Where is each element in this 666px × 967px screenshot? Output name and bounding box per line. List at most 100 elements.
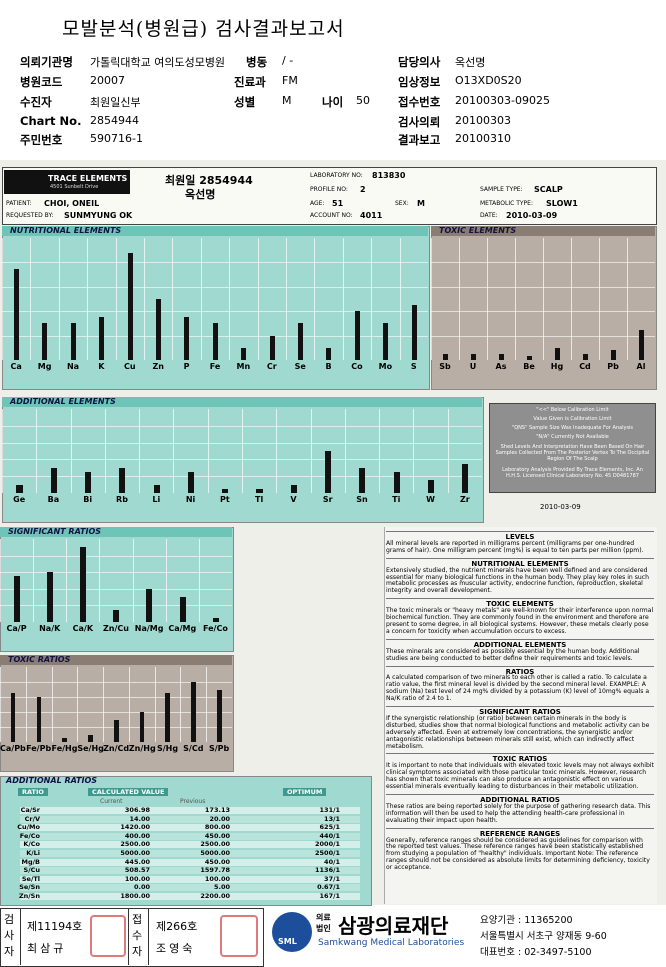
lab-field-value: 4011 xyxy=(360,211,383,220)
level-bar xyxy=(297,323,304,360)
level-bar xyxy=(462,463,469,493)
element-label: Fe/Hg xyxy=(51,744,78,753)
element-label: Zr xyxy=(459,495,470,504)
column-divider xyxy=(25,667,27,742)
table-cell: 2200.00 xyxy=(200,892,230,900)
element-label: Sn xyxy=(356,495,368,504)
lab-logo-box xyxy=(4,170,130,194)
level-bar xyxy=(554,347,560,360)
field-label: 접수번호 xyxy=(398,95,441,109)
lab-field-label: SEX: xyxy=(395,200,409,207)
org-code: 요양기관 : 11365200 xyxy=(480,915,573,926)
table-cell: 2500.00 xyxy=(120,840,150,849)
field-value: / - xyxy=(282,54,294,67)
lab-field-value: 2 xyxy=(360,185,366,194)
element-label: Se/Hg xyxy=(77,744,104,753)
level-bar xyxy=(127,252,133,360)
element-label: Zn/Cu xyxy=(103,624,129,633)
level-bar xyxy=(241,347,247,360)
level-bar xyxy=(610,350,616,360)
stamp xyxy=(220,915,258,957)
table-subcolumn: Previous xyxy=(180,798,206,805)
table-column-header: CALCULATED VALUE xyxy=(88,788,169,796)
note-line: Value Given is Calibration Limit xyxy=(533,416,612,422)
table-cell: 450.00 xyxy=(204,857,230,866)
column-divider xyxy=(154,667,156,742)
column-divider xyxy=(0,667,1,742)
column-divider xyxy=(132,539,134,622)
element-label: Na/Mg xyxy=(134,624,164,633)
element-label: Pb xyxy=(607,362,619,371)
table-cell: 5000.00 xyxy=(200,849,230,857)
table-cell: 20.00 xyxy=(209,814,230,823)
table-cell: 306.98 xyxy=(124,806,150,814)
table-cell: 1136/1 xyxy=(315,866,340,875)
level-bar xyxy=(13,268,20,360)
info-heading: ADDITIONAL RATIOS xyxy=(386,794,654,804)
level-bar xyxy=(470,353,476,360)
column-divider xyxy=(207,409,209,493)
org-phone: 대표번호 : 02-3497-5100 xyxy=(480,947,592,958)
level-bar xyxy=(326,347,332,360)
level-bar xyxy=(269,335,275,360)
info-heading: LEVELS xyxy=(386,531,654,541)
element-label: Tl xyxy=(255,495,264,504)
lab-address: 4501 Sunbelt Drive xyxy=(50,184,99,190)
level-bar xyxy=(191,682,196,742)
column-divider xyxy=(87,238,89,360)
element-label: Li xyxy=(152,495,161,504)
column-divider xyxy=(51,667,53,742)
column-divider xyxy=(33,539,35,622)
corp-label: 의료법인 xyxy=(316,913,331,933)
field-value: 가톨릭대학교 여의도성모병원 xyxy=(90,56,226,69)
element-label: Na/K xyxy=(39,624,61,633)
level-bar xyxy=(70,323,76,360)
lab-field-value: 813830 xyxy=(372,171,406,180)
element-label: V xyxy=(290,495,297,504)
org-name: 삼광의료재단 xyxy=(338,914,449,938)
element-label: Na xyxy=(66,362,80,371)
column-divider xyxy=(487,238,488,360)
grid-line xyxy=(2,311,428,313)
field-label: 나이 xyxy=(322,95,344,109)
field-value: O13XD0S20 xyxy=(455,74,522,87)
column-divider xyxy=(36,409,38,493)
tester-name: 최삼규 xyxy=(27,942,67,955)
lab-field-value: SCALP xyxy=(534,185,563,194)
element-label: P xyxy=(183,362,190,371)
field-label: 수진자 xyxy=(20,95,52,109)
info-text: Generally, reference ranges should be co… xyxy=(386,836,650,872)
grid-line xyxy=(0,712,232,713)
element-label: Ca xyxy=(10,362,22,371)
field-value: 590716-1 xyxy=(90,132,143,145)
logo-text: SML xyxy=(278,937,297,946)
element-label: Ca/Pb xyxy=(0,744,26,753)
column-divider xyxy=(276,409,278,493)
table-cell: S/Cu xyxy=(23,866,40,875)
table-cell: 0.67/1 xyxy=(317,883,340,892)
note-line: "<<" Below Calibration Limit xyxy=(536,407,609,413)
element-label: Se xyxy=(294,362,306,371)
footer-divider xyxy=(20,908,21,965)
element-label: Cd xyxy=(579,362,591,371)
patient-id: 최원일 2854944 xyxy=(165,174,253,187)
table-bg xyxy=(0,776,372,906)
level-bar xyxy=(290,484,297,493)
column-divider xyxy=(70,409,72,493)
level-bar xyxy=(256,488,263,493)
grid-line xyxy=(0,555,232,557)
grid-line xyxy=(0,697,232,698)
field-value: 20100303-09025 xyxy=(455,94,550,107)
level-bar xyxy=(80,547,87,622)
column-divider xyxy=(2,238,3,360)
lab-logo: TRACE ELEMENTS xyxy=(48,174,128,183)
lab-field-label: METABOLIC TYPE: xyxy=(480,200,533,207)
element-label: S/Pb xyxy=(208,744,230,753)
table-subcolumn: Current xyxy=(100,798,123,805)
table-cell: 131/1 xyxy=(319,806,340,814)
report-title: 모발분석(병원급) 검사결과보고서 xyxy=(62,18,345,40)
info-bg xyxy=(384,527,657,904)
row-band xyxy=(20,832,360,840)
panel-title: NUTRITIONAL ELEMENTS xyxy=(10,226,122,235)
table-cell: Se/Tl xyxy=(21,874,40,883)
